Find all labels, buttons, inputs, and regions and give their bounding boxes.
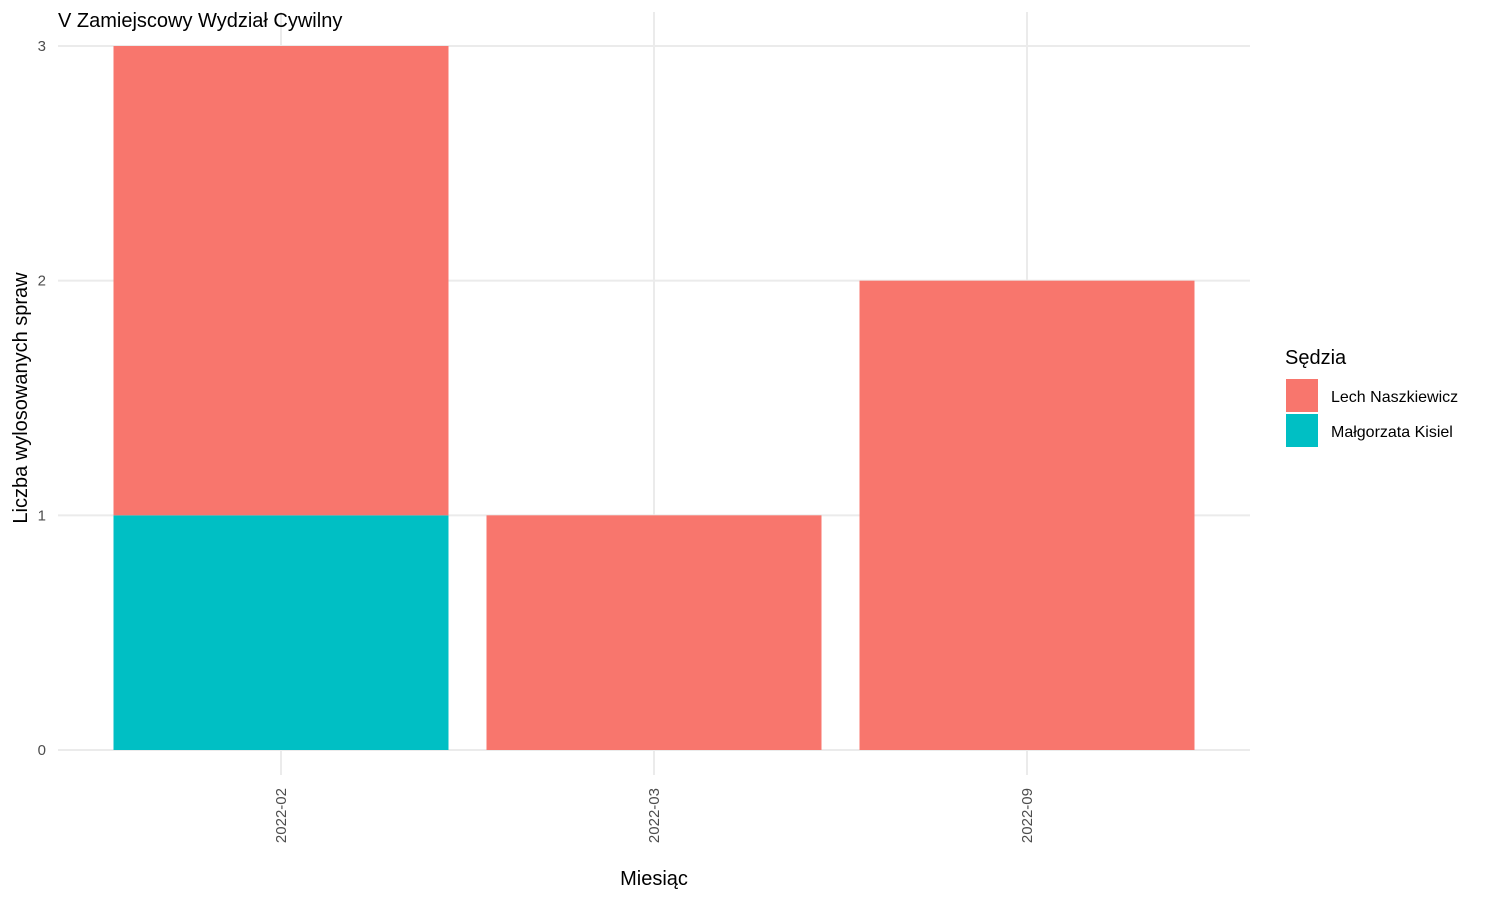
x-tick-labels: 2022-02 2022-03 2022-09 <box>273 788 1036 843</box>
bar-2022-09-lech-naszkiewicz <box>859 280 1195 750</box>
y-tick-label-0: 0 <box>38 742 46 759</box>
x-axis-title: Miesiąc <box>620 868 688 890</box>
bar-2022-03-lech-naszkiewicz <box>486 515 822 750</box>
legend-label-lech-naszkiewicz: Lech Naszkiewicz <box>1331 389 1458 406</box>
y-axis-title: Liczba wylosowanych spraw <box>10 272 32 524</box>
legend: Sędzia Lech Naszkiewicz Małgorzata Kisiel <box>1285 347 1458 447</box>
legend-swatch-małgorzata-kisiel <box>1286 414 1318 447</box>
bars-layer <box>113 46 1195 750</box>
y-tick-label-1: 1 <box>38 507 46 524</box>
bar-2022-02-lech-naszkiewicz <box>113 46 449 516</box>
x-tick-label-2022-09: 2022-09 <box>1019 788 1036 843</box>
legend-swatch-lech-naszkiewicz <box>1286 379 1318 412</box>
x-tick-label-2022-02: 2022-02 <box>273 788 290 843</box>
legend-title: Sędzia <box>1285 347 1347 369</box>
y-tick-label-2: 2 <box>38 273 46 290</box>
x-tick-label-2022-03: 2022-03 <box>646 788 663 843</box>
legend-items: Lech Naszkiewicz Małgorzata Kisiel <box>1286 379 1458 447</box>
chart-title: V Zamiejscowy Wydział Cywilny <box>58 10 342 32</box>
y-tick-labels: 0 1 2 3 <box>38 38 46 759</box>
legend-label-małgorzata-kisiel: Małgorzata Kisiel <box>1331 424 1453 441</box>
y-tick-label-3: 3 <box>38 38 46 55</box>
bar-2022-02-małgorzata-kisiel <box>113 515 449 750</box>
